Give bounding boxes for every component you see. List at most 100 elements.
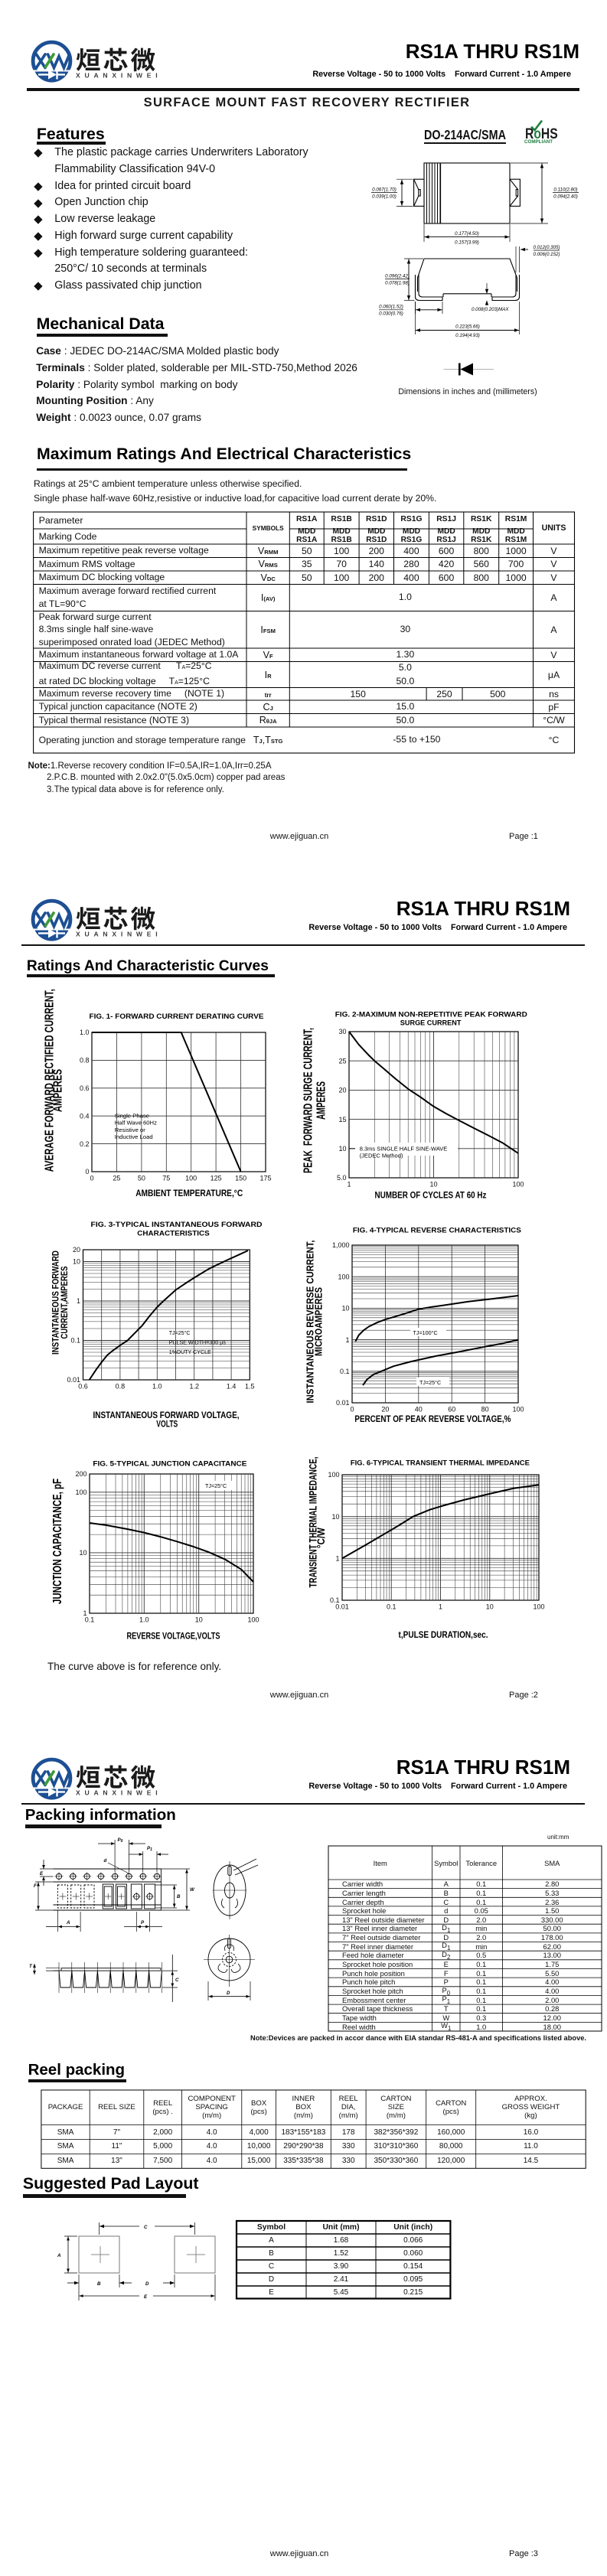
- svg-text:175: 175: [259, 1175, 271, 1182]
- svg-text:XUANXINWEI: XUANXINWEI: [76, 71, 162, 79]
- svg-text:0: 0: [350, 1406, 354, 1414]
- svg-text:FIG. 6-TYPICAL TRANSIENT THERM: FIG. 6-TYPICAL TRANSIENT THERMAL IMPEDAN…: [351, 1459, 530, 1468]
- svg-text:1.0: 1.0: [139, 1616, 149, 1624]
- svg-text:FIG. 4-TYPICAL REVERSE CHARACT: FIG. 4-TYPICAL REVERSE CHARACTERISTICS: [353, 1227, 522, 1235]
- svg-text:0.1: 0.1: [85, 1616, 95, 1624]
- svg-text:10: 10: [341, 1305, 349, 1312]
- svg-text:10: 10: [79, 1549, 86, 1557]
- svg-text:200: 200: [75, 1470, 86, 1478]
- svg-text:MICROAMPERES: MICROAMPERES: [313, 1287, 325, 1356]
- svg-text:Resistive or: Resistive or: [115, 1127, 146, 1133]
- svg-text:1.0: 1.0: [152, 1383, 162, 1391]
- svg-text:0.157(3.99): 0.157(3.99): [455, 240, 479, 245]
- svg-text:°C/W: °C/W: [315, 1527, 327, 1548]
- svg-text:0.194(4.93): 0.194(4.93): [455, 333, 480, 338]
- svg-text:10: 10: [195, 1616, 203, 1624]
- svg-text:1: 1: [439, 1603, 442, 1611]
- svg-text:0.094(2.40): 0.094(2.40): [553, 194, 578, 199]
- svg-text:PULSE WIDTH=300 μs: PULSE WIDTH=300 μs: [169, 1340, 227, 1346]
- svg-text:10: 10: [338, 1145, 346, 1153]
- svg-text:100: 100: [185, 1175, 197, 1182]
- svg-text:INSTANTANEOUS FORWARD: INSTANTANEOUS FORWARD: [52, 1251, 61, 1355]
- svg-text:F: F: [34, 1883, 37, 1889]
- svg-text:100: 100: [75, 1489, 86, 1496]
- svg-text:P1: P1: [147, 1846, 152, 1852]
- svg-text:Single Phase: Single Phase: [115, 1113, 149, 1120]
- svg-text:INSTANTANEOUS FORWARD VOLTAGE,: INSTANTANEOUS FORWARD VOLTAGE,: [93, 1410, 240, 1420]
- svg-text:0.177(4.50): 0.177(4.50): [455, 231, 479, 236]
- svg-text:W: W: [190, 1887, 195, 1893]
- svg-text:C: C: [175, 1978, 179, 1983]
- svg-text:A: A: [66, 1920, 70, 1925]
- svg-text:1: 1: [345, 1336, 349, 1344]
- svg-text:15: 15: [338, 1116, 346, 1123]
- svg-text:10: 10: [73, 1258, 80, 1266]
- svg-text:0.6: 0.6: [80, 1084, 90, 1092]
- svg-text:TJ=25°C: TJ=25°C: [169, 1330, 191, 1336]
- svg-text:1.4: 1.4: [227, 1383, 237, 1391]
- svg-text:0.110(2.80): 0.110(2.80): [553, 187, 577, 192]
- svg-text:0.6: 0.6: [78, 1383, 88, 1391]
- svg-text:0.039(1.00): 0.039(1.00): [372, 194, 397, 199]
- svg-text:t,PULSE DURATION,sec.: t,PULSE DURATION,sec.: [399, 1629, 488, 1640]
- svg-text:PERCENT OF PEAK REVERSE VOLTAG: PERCENT OF PEAK REVERSE VOLTAGE,%: [354, 1414, 511, 1424]
- svg-text:50: 50: [138, 1175, 145, 1182]
- svg-text:FIG. 1- FORWARD CURRENT DERATI: FIG. 1- FORWARD CURRENT DERATING CURVE: [90, 1012, 265, 1021]
- svg-text:0: 0: [90, 1175, 93, 1182]
- svg-text:100: 100: [247, 1616, 259, 1624]
- svg-text:NUMBER OF CYCLES AT 60 Hz: NUMBER OF CYCLES AT 60 Hz: [375, 1190, 487, 1201]
- svg-text:FIG. 5-TYPICAL JUNCTION CAPACI: FIG. 5-TYPICAL JUNCTION CAPACITANCE: [93, 1459, 247, 1468]
- svg-text:0.4: 0.4: [80, 1112, 90, 1120]
- svg-text:1,000: 1,000: [332, 1241, 350, 1249]
- svg-text:0.1: 0.1: [330, 1596, 340, 1604]
- svg-text:PEAK FORWARD SURGE CURRENT,: PEAK FORWARD SURGE CURRENT,: [302, 1028, 315, 1173]
- svg-text:10: 10: [486, 1603, 494, 1611]
- svg-text:AVERAGE FORWARD RECTIFIED CURR: AVERAGE FORWARD RECTIFIED CURRENT,: [43, 989, 56, 1172]
- svg-text:10: 10: [331, 1513, 339, 1521]
- svg-text:8.3ms SINGLE HALF SINE-WAVE: 8.3ms SINGLE HALF SINE-WAVE: [360, 1145, 448, 1152]
- svg-text:0.096(2.42): 0.096(2.42): [385, 273, 410, 279]
- svg-text:JUNCTION CAPACITANCE, pF: JUNCTION CAPACITANCE, pF: [51, 1479, 64, 1604]
- svg-text:Half Wave 60Hz: Half Wave 60Hz: [115, 1120, 157, 1127]
- svg-text:XUANXINWEI: XUANXINWEI: [76, 1789, 162, 1796]
- svg-text:0: 0: [85, 1168, 89, 1176]
- svg-text:0.067(1.70): 0.067(1.70): [372, 187, 397, 192]
- svg-text:40: 40: [415, 1406, 423, 1414]
- svg-text:75: 75: [162, 1175, 170, 1182]
- svg-text:1: 1: [77, 1297, 80, 1305]
- svg-text:60: 60: [448, 1406, 455, 1414]
- svg-text:0.078(1.98): 0.078(1.98): [385, 280, 410, 285]
- svg-text:C: C: [144, 2225, 148, 2230]
- svg-text:100: 100: [512, 1181, 524, 1189]
- svg-text:0.1: 0.1: [387, 1603, 397, 1611]
- svg-text:5.0: 5.0: [337, 1174, 347, 1182]
- svg-text:1%DUTY CYCLE: 1%DUTY CYCLE: [169, 1349, 211, 1355]
- svg-text:20: 20: [338, 1087, 346, 1094]
- svg-text:D: D: [145, 2281, 149, 2287]
- svg-text:COMPLIANT: COMPLIANT: [524, 139, 553, 145]
- svg-text:TJ=25°C: TJ=25°C: [419, 1379, 441, 1386]
- svg-text:FIG. 3-TYPICAL INSTANTANEOUS F: FIG. 3-TYPICAL INSTANTANEOUS FORWARD: [91, 1221, 263, 1229]
- svg-text:INSTANTANEOUS REVERSE CURRENT,: INSTANTANEOUS REVERSE CURRENT,: [305, 1241, 316, 1404]
- svg-text:1: 1: [335, 1555, 339, 1563]
- svg-text:1.0: 1.0: [80, 1029, 90, 1036]
- svg-text:1.5: 1.5: [245, 1383, 255, 1391]
- svg-text:CHARACTERISTICS: CHARACTERISTICS: [137, 1229, 210, 1237]
- svg-text:30: 30: [338, 1028, 346, 1035]
- svg-text:SURGE CURRENT: SURGE CURRENT: [400, 1019, 462, 1028]
- svg-text:Inductive Load: Inductive Load: [115, 1133, 153, 1140]
- svg-text:1: 1: [347, 1181, 351, 1189]
- svg-text:CURRENT,AMPERES: CURRENT,AMPERES: [60, 1266, 70, 1339]
- svg-text:20: 20: [73, 1246, 80, 1254]
- svg-text:TJ=100°C: TJ=100°C: [413, 1329, 438, 1336]
- svg-text:FIG. 2-MAXIMUM NON-REPETITIVE: FIG. 2-MAXIMUM NON-REPETITIVE PEAK FORWA…: [335, 1011, 527, 1019]
- svg-text:d: d: [104, 1858, 107, 1864]
- svg-text:100: 100: [512, 1406, 524, 1414]
- svg-text:1.2: 1.2: [189, 1383, 199, 1391]
- svg-text:0.012(0.305): 0.012(0.305): [533, 245, 560, 250]
- svg-text:20: 20: [381, 1406, 389, 1414]
- svg-text:25: 25: [113, 1175, 120, 1182]
- svg-text:REVERSE VOLTAGE,VOLTS: REVERSE VOLTAGE,VOLTS: [127, 1630, 220, 1641]
- svg-text:1: 1: [83, 1609, 86, 1617]
- svg-text:A: A: [57, 2253, 61, 2258]
